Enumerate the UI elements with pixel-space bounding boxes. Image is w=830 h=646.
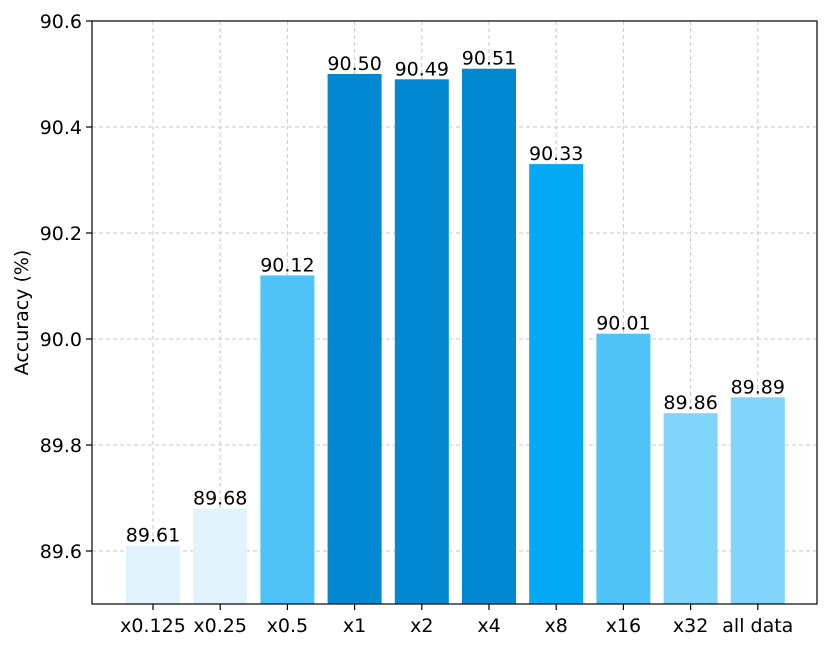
bar-x32	[663, 413, 718, 604]
y-axis-label: Accuracy (%)	[11, 250, 33, 376]
x-tick-label: x0.125	[120, 615, 186, 637]
bar-x1	[327, 74, 382, 604]
y-tick-label: 89.6	[40, 541, 82, 563]
bar-x4	[462, 68, 516, 604]
data-label: 90.12	[260, 254, 314, 276]
bar-x2	[394, 79, 449, 605]
bar-x16	[596, 333, 651, 604]
x-tick-label: x8	[545, 615, 568, 637]
data-label: 90.50	[327, 53, 381, 75]
data-label: 89.86	[663, 392, 717, 414]
bars	[126, 68, 785, 605]
data-labels: 89.61 89.68 90.12 90.50 90.49 90.51 90.33 90.01…	[126, 48, 785, 547]
x-tick-label: x16	[606, 615, 641, 637]
x-tick-label: all data	[722, 615, 793, 637]
y-tick-label: 89.8	[40, 435, 82, 457]
data-label: 89.68	[193, 488, 247, 510]
bar-x8	[529, 164, 584, 604]
y-tick-label: 90.4	[40, 117, 82, 139]
data-label: 90.01	[596, 313, 650, 335]
x-tick-label: x0.25	[193, 615, 247, 637]
bar-x0.5	[260, 275, 315, 604]
x-tick-label: x4	[477, 615, 500, 637]
x-tick-label: x32	[673, 615, 708, 637]
x-tick-label: x1	[343, 615, 366, 637]
bar-all-data	[730, 397, 785, 604]
data-label: 90.33	[529, 143, 583, 165]
y-tick-label: 90.6	[40, 11, 82, 33]
x-tick-label: x0.5	[267, 615, 308, 637]
bar-x0.125	[126, 545, 180, 604]
data-label: 89.61	[126, 525, 180, 547]
x-tick-label: x2	[410, 615, 433, 637]
data-label: 89.89	[731, 376, 785, 398]
data-label: 90.49	[395, 58, 449, 80]
data-label: 90.51	[462, 48, 516, 70]
y-axis-ticks: 89.6 89.8 90.0 90.2 90.4 90.6	[40, 11, 92, 563]
y-tick-label: 90.2	[40, 223, 82, 245]
y-tick-label: 90.0	[40, 329, 82, 351]
plot-frame	[91, 20, 818, 605]
bar-x0.25	[193, 508, 248, 604]
x-axis-ticks: x0.125 x0.25 x0.5 x1 x2 x4 x8 x16 x32 all data	[120, 604, 793, 637]
